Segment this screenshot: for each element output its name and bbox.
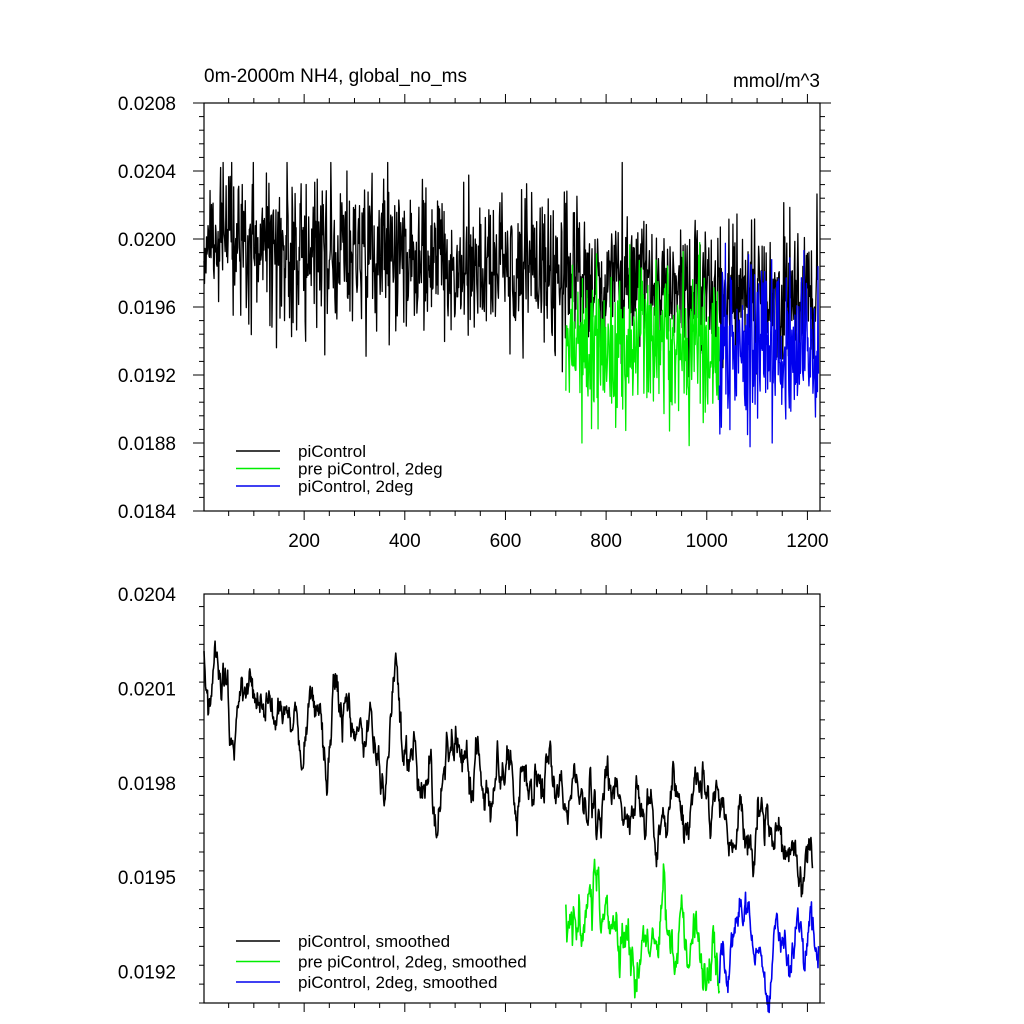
y-tick-label: 0.0208 bbox=[118, 94, 176, 115]
x-tick-label: 600 bbox=[490, 531, 522, 552]
series-layer bbox=[203, 161, 820, 448]
y-tick-label: 0.0204 bbox=[118, 585, 177, 606]
y-tick-label: 0.0192 bbox=[118, 366, 176, 387]
bottom-panel: 0.0192 0.0195 0.0198 0.0201 0.0204 piControl… bbox=[118, 585, 825, 1014]
y-tick-label: 0.0200 bbox=[118, 230, 176, 251]
y-tick-label: 0.0204 bbox=[118, 162, 177, 183]
tick-layer bbox=[199, 585, 825, 1012]
top-panel: 0m-2000m NH4, global_no_ms mmol/m^3 200 4… bbox=[118, 66, 831, 552]
y-tick-label: 0.0192 bbox=[118, 963, 176, 984]
series-line bbox=[203, 640, 814, 898]
legend-label: pre piControl, 2deg, smoothed bbox=[298, 953, 527, 972]
y-tick-label: 0.0198 bbox=[118, 774, 176, 795]
y-tick-label: 0.0184 bbox=[118, 502, 177, 523]
y-tick-label: 0.0195 bbox=[118, 868, 176, 889]
plot-frame bbox=[203, 593, 821, 1004]
series-layer bbox=[203, 640, 820, 1014]
legend-label: piControl, 2deg, smoothed bbox=[298, 973, 497, 992]
tick-layer bbox=[193, 94, 831, 520]
legend-label: piControl bbox=[298, 442, 366, 461]
chart-title: 0m-2000m NH4, global_no_ms bbox=[204, 66, 467, 87]
y-tick-label: 0.0201 bbox=[118, 679, 176, 700]
y-tick-label: 0.0188 bbox=[118, 434, 176, 455]
legend: piControl, smoothed pre piControl, 2deg, … bbox=[236, 932, 527, 992]
legend-label: piControl, smoothed bbox=[298, 932, 450, 951]
series-line bbox=[718, 891, 820, 1014]
x-tick-label: 400 bbox=[389, 531, 421, 552]
series-line bbox=[203, 161, 819, 378]
series-line bbox=[718, 242, 820, 448]
y-tick-label: 0.0196 bbox=[118, 298, 176, 319]
x-tick-label: 200 bbox=[288, 531, 320, 552]
x-tick-label: 1000 bbox=[686, 531, 728, 552]
x-tick-label: 1200 bbox=[786, 531, 828, 552]
legend-label: pre piControl, 2deg bbox=[298, 460, 443, 479]
x-tick-label: 800 bbox=[590, 531, 622, 552]
legend-label: piControl, 2deg bbox=[298, 477, 413, 496]
series-line bbox=[565, 858, 721, 999]
units-label: mmol/m^3 bbox=[733, 71, 820, 92]
tick-label-layer: 0.0192 0.0195 0.0198 0.0201 0.0204 bbox=[118, 585, 177, 984]
plot-frame bbox=[203, 102, 821, 512]
series-line bbox=[565, 242, 720, 447]
tick-label-layer: 200 400 600 800 1000 1200 0.0184 0.0188 0.0192 0.… bbox=[118, 94, 829, 552]
